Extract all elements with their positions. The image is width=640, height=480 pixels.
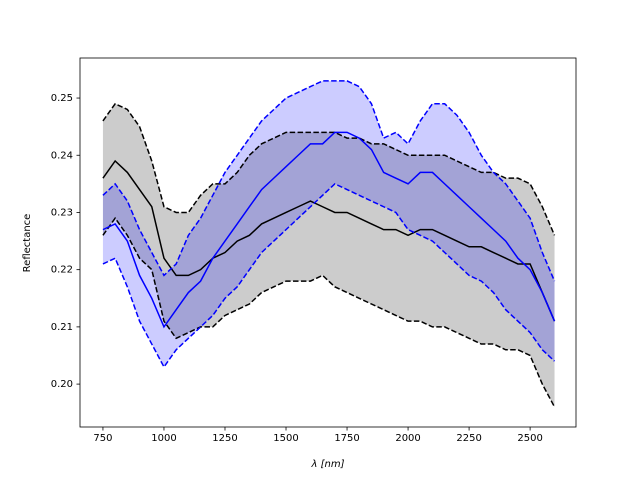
y-tick-label: 0.22	[51, 265, 73, 276]
x-tick-label: 1750	[334, 433, 359, 444]
axes-frame	[79, 57, 577, 428]
x-axis-label: λ [nm]	[311, 459, 345, 470]
y-tick-label: 0.23	[51, 207, 73, 218]
series-line	[102, 159, 556, 322]
y-tick-label: 0.20	[51, 379, 73, 390]
series-line	[102, 80, 556, 282]
y-tick-label: 0.24	[51, 150, 73, 161]
y-tick-label: 0.25	[51, 93, 73, 104]
band-fill	[102, 80, 555, 367]
x-tick-label: 1250	[212, 433, 237, 444]
x-tick-label: 2500	[517, 433, 542, 444]
x-tick-label: 2250	[456, 433, 481, 444]
x-tick-label: 1500	[273, 433, 298, 444]
series-line	[102, 102, 556, 236]
series-line	[102, 182, 556, 369]
x-tick-label: 1000	[151, 433, 176, 444]
x-tick-label: 750	[93, 433, 112, 444]
series-line	[102, 216, 556, 408]
x-tick-label: 2000	[395, 433, 420, 444]
y-axis-label: Reflectance	[22, 214, 33, 273]
band-fill	[102, 103, 555, 407]
series-line	[102, 131, 556, 329]
y-tick-label: 0.21	[51, 322, 73, 333]
